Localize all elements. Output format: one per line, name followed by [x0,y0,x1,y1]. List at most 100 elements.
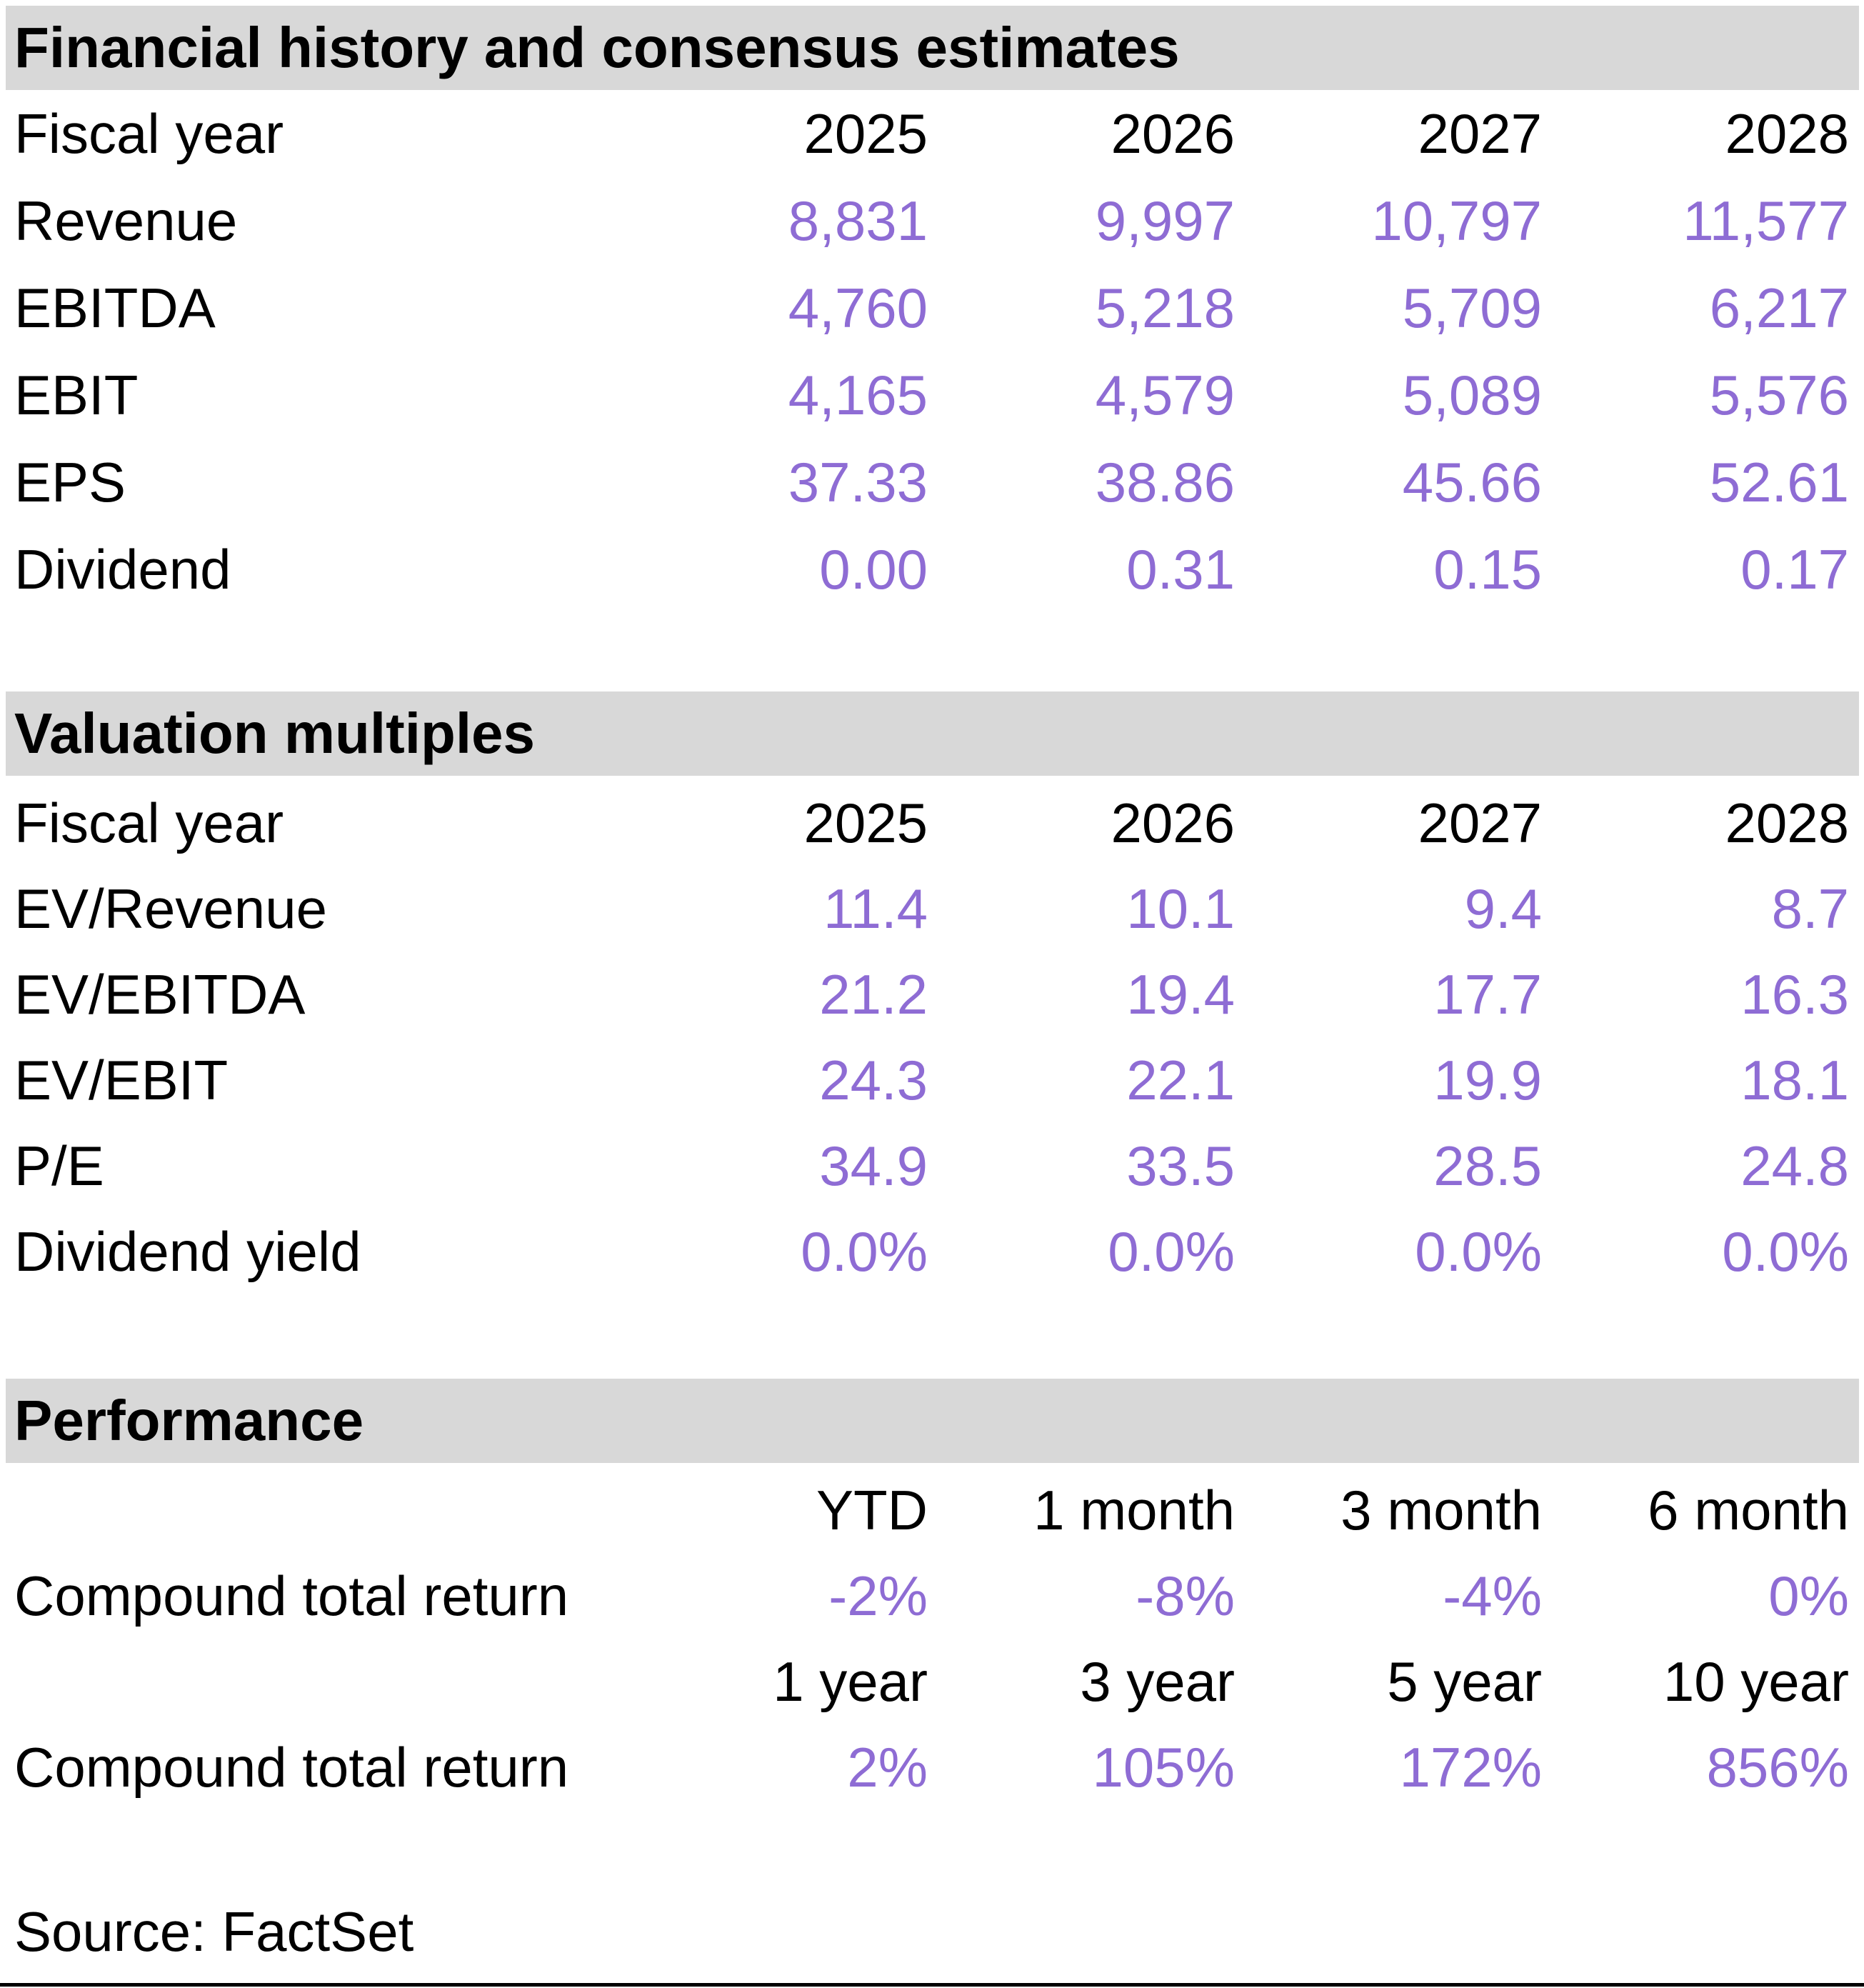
return-value-3-year: 105% [1092,1735,1236,1799]
revenue-value: 8,831 [788,189,928,252]
ebitda-value: 6,217 [1709,276,1849,339]
footer-gap [0,1810,1864,1889]
section-title-valuation-multiples: Valuation multiples [14,701,536,765]
eps-value: 52.61 [1709,450,1849,514]
ev-ebitda-label: EV/EBITDA [14,962,306,1026]
return-value-5-year: 172% [1399,1735,1543,1799]
ebit-value: 5,089 [1402,363,1542,426]
source-note-text: Source: FactSet [14,1899,414,1963]
return-value-3-month: -4% [1443,1564,1542,1627]
bottom-divider-line [0,1983,1864,1987]
year-header-cell: 2027 [1418,791,1542,854]
ev-ebit-label: EV/EBIT [14,1048,229,1112]
pe-value: 33.5 [1126,1134,1235,1197]
return-value-1-month: -8% [1136,1564,1235,1627]
financial-history-table: Fiscal year 2025 2026 2027 2028 Revenue … [0,90,1864,613]
section-title-financial-history: Financial history and consensus estimate… [14,16,1180,79]
dividend-label: Dividend [14,537,231,601]
pe-row: P/E 34.9 33.5 28.5 24.8 [0,1123,1864,1209]
performance-section-header: Performance [6,1379,1859,1463]
dividend-row: Dividend 0.00 0.31 0.15 0.17 [0,526,1864,613]
ev-ebitda-value: 17.7 [1433,962,1542,1026]
dividend-yield-value: 0.0% [1722,1219,1849,1283]
revenue-value: 9,997 [1095,189,1235,252]
compound-total-return-long-row: Compound total return 2% 105% 172% 856% [0,1724,1864,1810]
return-value-6-month: 0% [1768,1564,1849,1627]
year-header-cell: 2025 [803,101,928,165]
eps-value: 37.33 [788,450,928,514]
period-header-cell: 10 year [1663,1649,1849,1713]
ev-revenue-row: EV/Revenue 11.4 10.1 9.4 8.7 [0,866,1864,951]
ebit-value: 4,579 [1095,363,1235,426]
period-header-cell: 3 month [1341,1478,1542,1542]
eps-label: EPS [14,450,126,514]
dividend-value: 0.00 [819,537,928,601]
fiscal-year-header-row: Fiscal year 2025 2026 2027 2028 [0,780,1864,866]
section-title-performance: Performance [14,1389,364,1452]
ev-ebit-row: EV/EBIT 24.3 22.1 19.9 18.1 [0,1037,1864,1123]
ebitda-row: EBITDA 4,760 5,218 5,709 6,217 [0,264,1864,351]
year-header-cell: 2028 [1725,101,1849,165]
pe-value: 34.9 [819,1134,928,1197]
ev-ebit-value: 18.1 [1740,1048,1849,1112]
fiscal-year-header-row: Fiscal year 2025 2026 2027 2028 [0,90,1864,177]
ebitda-value: 5,218 [1095,276,1235,339]
revenue-row: Revenue 8,831 9,997 10,797 11,577 [0,177,1864,264]
ev-revenue-value: 9.4 [1464,876,1542,940]
ev-revenue-label: EV/Revenue [14,876,327,940]
ev-revenue-value: 10.1 [1126,876,1235,940]
return-value-ytd: -2% [828,1564,928,1627]
fiscal-year-label: Fiscal year [14,101,284,165]
period-header-cell: 5 year [1387,1649,1542,1713]
ebit-value: 5,576 [1709,363,1849,426]
ev-ebit-value: 19.9 [1433,1048,1542,1112]
year-header-cell: 2028 [1725,791,1849,854]
return-value-10-year: 856% [1706,1735,1850,1799]
ev-ebitda-value: 16.3 [1740,962,1849,1026]
dividend-yield-row: Dividend yield 0.0% 0.0% 0.0% 0.0% [0,1209,1864,1294]
period-header-cell: 1 month [1033,1478,1235,1542]
year-header-cell: 2026 [1111,101,1235,165]
pe-value: 28.5 [1433,1134,1542,1197]
ebitda-value: 5,709 [1402,276,1542,339]
valuation-multiples-table: Fiscal year 2025 2026 2027 2028 EV/Reven… [0,780,1864,1294]
ev-ebit-value: 22.1 [1126,1048,1235,1112]
ebit-row: EBIT 4,165 4,579 5,089 5,576 [0,351,1864,439]
compound-total-return-short-row: Compound total return -2% -8% -4% 0% [0,1553,1864,1639]
long-period-header-row: 1 year 3 year 5 year 10 year [0,1639,1864,1724]
ebit-value: 4,165 [788,363,928,426]
source-note: Source: FactSet [0,1889,1864,1974]
ev-revenue-value: 8.7 [1771,876,1849,940]
ebitda-label: EBITDA [14,276,216,339]
ev-ebitda-row: EV/EBITDA 21.2 19.4 17.7 16.3 [0,951,1864,1037]
fiscal-year-label: Fiscal year [14,791,284,854]
revenue-value: 10,797 [1371,189,1542,252]
short-period-header-row: YTD 1 month 3 month 6 month [0,1467,1864,1553]
dividend-yield-value: 0.0% [801,1219,928,1283]
valuation-multiples-section-header: Valuation multiples [6,691,1859,776]
period-header-cell: YTD [816,1478,928,1542]
pe-value: 24.8 [1740,1134,1849,1197]
dividend-yield-value: 0.0% [1108,1219,1235,1283]
compound-total-return-label: Compound total return [14,1735,569,1799]
ebitda-value: 4,760 [788,276,928,339]
ev-revenue-value: 11.4 [823,876,928,940]
dividend-value: 0.15 [1433,537,1542,601]
year-header-cell: 2025 [803,791,928,854]
financial-history-section-header: Financial history and consensus estimate… [6,6,1859,90]
dividend-yield-label: Dividend yield [14,1219,361,1283]
dividend-value: 0.17 [1740,537,1849,601]
pe-label: P/E [14,1134,104,1197]
eps-row: EPS 37.33 38.86 45.66 52.61 [0,439,1864,526]
period-header-cell: 3 year [1080,1649,1235,1713]
dividend-value: 0.31 [1126,537,1235,601]
eps-value: 45.66 [1402,450,1542,514]
dividend-yield-value: 0.0% [1415,1219,1542,1283]
ev-ebitda-value: 21.2 [819,962,928,1026]
year-header-cell: 2026 [1111,791,1235,854]
ev-ebitda-value: 19.4 [1126,962,1235,1026]
compound-total-return-label: Compound total return [14,1564,569,1627]
section-gap [0,1294,1864,1379]
ev-ebit-value: 24.3 [819,1048,928,1112]
year-header-cell: 2027 [1418,101,1542,165]
